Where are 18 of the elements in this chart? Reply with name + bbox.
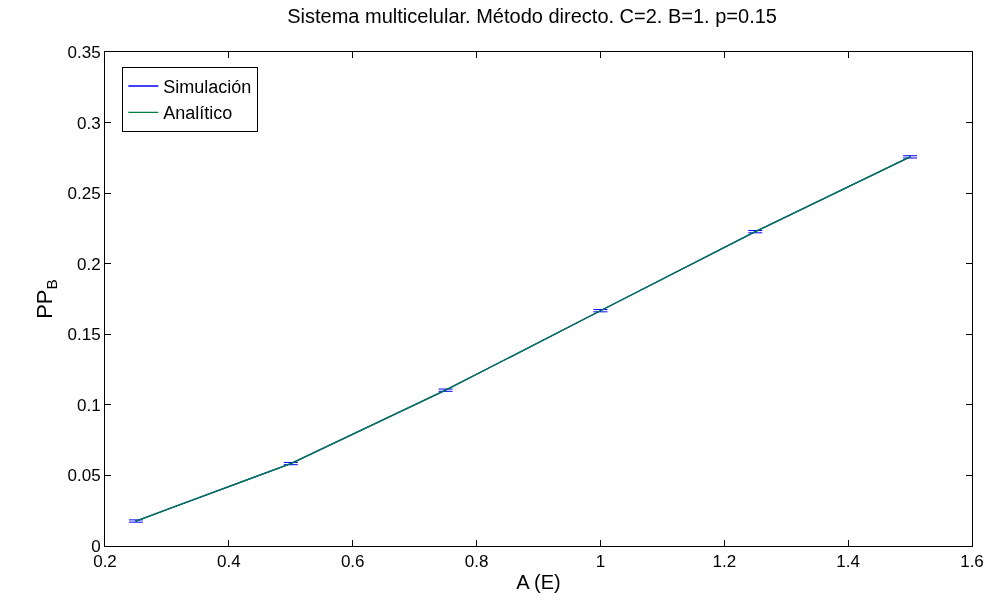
x-tick-label: 0.8 xyxy=(464,552,489,572)
x-tick-label: 1.4 xyxy=(836,552,860,572)
legend-label: Analítico xyxy=(163,103,233,124)
x-tick-label: 1 xyxy=(595,552,606,572)
y-tick-label: 0.25 xyxy=(67,184,101,204)
x-tick-label: 0.4 xyxy=(217,552,241,572)
x-tick-label: 1.2 xyxy=(712,552,737,572)
legend-label: Simulación xyxy=(163,77,252,98)
y-tick-label: 0.35 xyxy=(67,42,101,62)
x-tick-label: 1.6 xyxy=(960,552,984,572)
y-tick-label: 0.15 xyxy=(67,325,101,345)
chart-title: Sistema multicelular. Método directo. C=2. B=1. p=0.15 xyxy=(287,5,777,28)
y-tick-label: 0.2 xyxy=(76,254,101,274)
x-tick-label: 0.6 xyxy=(340,552,365,572)
x-axis-title: A (E) xyxy=(516,570,561,593)
y-tick-label: 0.05 xyxy=(67,466,101,486)
y-tick-label: 0.1 xyxy=(76,395,101,415)
y-tick-label: 0.3 xyxy=(76,113,101,133)
